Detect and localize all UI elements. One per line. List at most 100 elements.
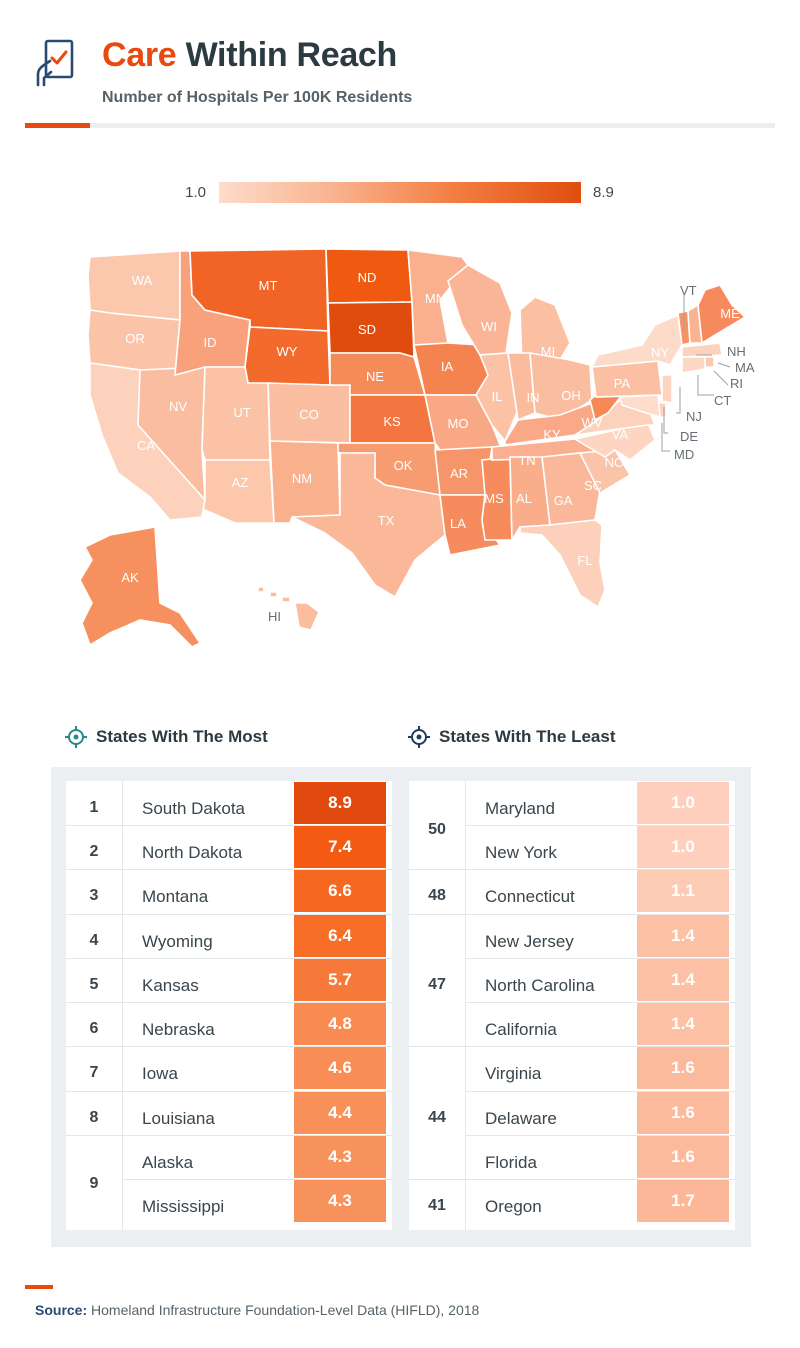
state-AZ [201,459,275,524]
title-rest: Within Reach [185,36,398,74]
map-label-OR: OR [125,331,145,346]
most-heading-text: States With The Most [96,727,268,746]
row-divider [66,825,392,826]
map-label-FL: FL [577,553,592,568]
map-label-IA: IA [441,359,454,374]
map-label-HI: HI [268,609,281,624]
state-AK-islands [39,646,81,669]
state-WI [447,264,513,356]
state-cell: Florida [485,1153,537,1172]
map-label-VA: VA [612,427,629,442]
page-subtitle: Number of Hospitals Per 100K Residents [102,89,413,106]
row-divider [466,1002,735,1003]
row-divider [409,869,735,870]
color-scale-legend: 1.0 8.9 [180,180,620,206]
value-cell: 1.7 [637,1180,729,1222]
rank-cell: 9 [89,1175,99,1192]
value-cell: 1.4 [637,1003,729,1045]
crosshair-icon [65,726,87,748]
state-AK [79,526,202,648]
rank-cell: 2 [89,843,99,860]
map-label-WA: WA [132,273,153,288]
row-divider [409,1179,735,1180]
state-cell: North Dakota [142,843,243,862]
rank-cell: 7 [89,1064,99,1081]
map-label-TN: TN [518,453,535,468]
map-label-KS: KS [383,414,401,429]
rank-cell: 41 [428,1197,446,1214]
state-cell: California [485,1020,557,1039]
row-divider [466,1091,735,1092]
map-label-VT: VT [680,283,697,298]
map-label-DE: DE [680,429,698,444]
row-divider [66,958,392,959]
state-MA [681,342,723,358]
value-cell: 4.3 [294,1180,386,1222]
legend-min-label: 1.0 [185,184,206,201]
footer-accent [25,1285,53,1289]
map-label-WV: WV [582,415,603,430]
map-label-MD: MD [674,447,694,462]
state-cell: North Carolina [485,976,595,995]
crosshair-icon [408,726,430,748]
value-cell: 7.4 [294,826,386,868]
state-cell: Oregon [485,1197,542,1216]
row-divider [409,1046,735,1047]
rank-cell: 3 [89,887,99,904]
map-label-MA: MA [735,360,755,375]
map-label-OK: OK [394,458,413,473]
map-label-NJ: NJ [686,409,702,424]
us-choropleth-map: WA OR CA NV ID MT WY UT AZ CO NM ND SD N… [39,248,755,669]
state-cell: Mississippi [142,1197,225,1216]
state-RI [704,356,715,368]
map-label-OH: OH [561,388,581,403]
rank-cell: 48 [428,887,446,904]
map-label-CT: CT [714,393,731,408]
value-cell: 1.6 [637,1136,729,1178]
map-label-NV: NV [169,399,187,414]
map-label-IN: IN [527,390,540,405]
clipboard-check-icon [36,39,74,87]
source-text: Homeland Infrastructure Foundation-Level… [91,1302,480,1318]
row-divider [123,1179,392,1180]
map-label-RI: RI [730,376,743,391]
state-cell: Virginia [485,1064,542,1083]
column-divider [122,781,123,1230]
map-label-NC: NC [605,455,624,470]
map-label-MO: MO [448,416,469,431]
map-label-AK: AK [121,570,139,585]
page-title: Care Within Reach [102,36,397,75]
map-label-KY: KY [543,427,561,442]
map-label-WI: WI [481,319,497,334]
map-label-IL: IL [492,389,503,404]
row-divider [466,958,735,959]
map-label-GA: GA [554,493,573,508]
rank-cell: 8 [89,1109,99,1126]
value-cell: 1.6 [637,1092,729,1134]
row-divider [66,1091,392,1092]
header: Care Within Reach Number of Hospitals Pe… [0,0,800,130]
state-CT [681,356,706,374]
least-heading-text: States With The Least [439,727,616,746]
value-cell: 6.4 [294,915,386,957]
state-ME [697,284,747,345]
map-label-SC: SC [584,478,602,493]
source-note: Source: Homeland Infrastructure Foundati… [35,1302,479,1318]
header-rule [25,123,775,128]
rank-cell: 6 [89,1020,99,1037]
value-cell: 1.0 [637,782,729,824]
map-label-NY: NY [651,345,669,360]
state-cell: New York [485,843,557,862]
map-label-LA: LA [450,516,466,531]
map-label-PA: PA [614,376,631,391]
state-cell: Kansas [142,976,199,995]
map-label-MT: MT [259,278,278,293]
map-label-SD: SD [358,322,376,337]
value-cell: 4.8 [294,1003,386,1045]
rank-cell: 4 [89,932,99,949]
leader-lines [661,295,731,452]
map-label-NE: NE [366,369,384,384]
value-cell: 4.3 [294,1136,386,1178]
rank-cell: 5 [89,976,99,993]
state-NJ [661,374,673,404]
